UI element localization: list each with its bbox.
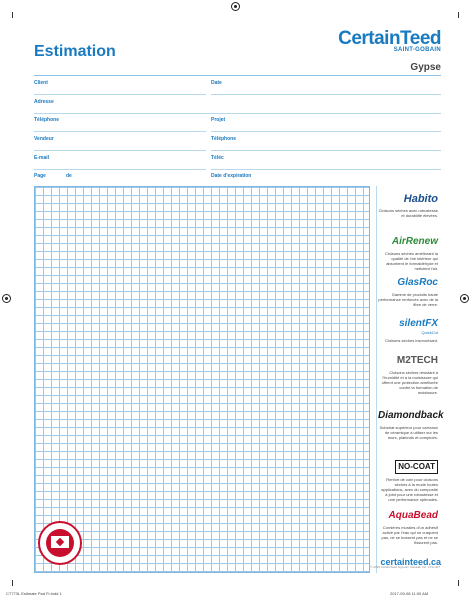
- product-glasroc: GlasRoc Gamme de produits haute performa…: [378, 277, 438, 307]
- product-diamondback: Diamondback Substrat supérieur pour carr…: [378, 410, 444, 440]
- crop-mark: [12, 12, 13, 18]
- client-label: Client: [34, 80, 48, 86]
- diamondback-logo: Diamondback: [378, 410, 444, 421]
- expiration-label: Date d'expiration: [211, 173, 252, 179]
- glasroc-description: Gamme de produits haute performance renf…: [378, 292, 438, 307]
- silentfx-logo: silentFX: [399, 318, 438, 329]
- m2tech-logo: M2TECH: [396, 355, 438, 366]
- vendeur-label: Vendeur: [34, 136, 54, 142]
- adresse-label: Adresse: [34, 99, 54, 105]
- telephone2-line[interactable]: [211, 150, 441, 151]
- email-line[interactable]: [34, 169, 206, 170]
- telec-line[interactable]: [211, 169, 441, 170]
- product-m2tech: M2TECH Cloisons sèches résistant à l'hum…: [378, 355, 438, 395]
- sidebar-divider: [376, 186, 377, 573]
- product-nocoat: NO-COAT Renfort de coin pour cloisons sè…: [378, 456, 438, 502]
- estimation-grid[interactable]: [34, 186, 370, 573]
- print-slug-left: CT773L Estimate Pad Fr.indd 1: [6, 591, 62, 596]
- brand-name: CertainTeed: [338, 28, 441, 49]
- website-link[interactable]: certainteed.ca: [380, 557, 441, 567]
- adresse-line[interactable]: [34, 113, 441, 114]
- product-airrenew: AirRenew Cloisons sèches améliorant la q…: [378, 236, 438, 271]
- crop-mark: [458, 580, 459, 586]
- nocoat-logo: NO-COAT: [395, 460, 438, 474]
- aquabead-description: Cornières murales d'un adhésif activé pa…: [381, 525, 438, 545]
- nocoat-description: Renfort de coin pour cloisons sèches à l…: [381, 477, 438, 502]
- crop-mark: [12, 580, 13, 586]
- product-silentfx: silentFX QuickCut Cloisons sèches insono…: [378, 318, 438, 343]
- date-label: Date: [211, 80, 222, 86]
- silentfx-quickcut: QuickCut: [421, 330, 438, 335]
- copyright-footnote: © 2016 CertainTeed Gypsum Canada, Inc. C…: [370, 565, 440, 569]
- telephone-line[interactable]: [34, 131, 206, 132]
- projet-label: Projet: [211, 117, 226, 123]
- habito-logo: Habito: [403, 193, 438, 205]
- de-label: de: [66, 173, 72, 179]
- m2tech-description: Cloisons sèches résistant à l'humidité e…: [381, 370, 438, 395]
- date-line[interactable]: [211, 94, 441, 95]
- airrenew-logo: AirRenew: [391, 236, 438, 247]
- header-divider: [34, 75, 441, 76]
- canada-seal-badge: [38, 521, 82, 565]
- client-line[interactable]: [34, 94, 206, 95]
- product-habito: Habito Cloisons sèches avec robustesse e…: [378, 193, 438, 218]
- aquabead-logo: AquaBead: [388, 510, 438, 521]
- crop-mark: [458, 12, 459, 18]
- certainteed-logo: CertainTeed SAINT-GOBAIN: [333, 28, 441, 54]
- habito-description: Cloisons sèches avec robustesse et durab…: [378, 208, 438, 218]
- telec-label: Téléc: [211, 155, 224, 161]
- diamondback-description: Substrat supérieur pour carreaux de céra…: [379, 425, 438, 440]
- product-aquabead: AquaBead Cornières murales d'un adhésif …: [378, 510, 438, 545]
- glasroc-logo: GlasRoc: [397, 277, 438, 288]
- page-label: Page: [34, 173, 46, 179]
- vendeur-line[interactable]: [34, 150, 206, 151]
- brand-subtitle: SAINT-GOBAIN: [393, 47, 441, 53]
- telephone-label: Téléphone: [34, 117, 60, 123]
- telephone2-label: Téléphone: [211, 136, 237, 142]
- product-line: Gypse: [410, 62, 441, 73]
- silentfx-description: Cloisons sèches insonorisant.: [385, 338, 438, 343]
- projet-line[interactable]: [211, 131, 441, 132]
- registration-mark-top: [231, 2, 240, 11]
- registration-mark-right: [460, 294, 469, 303]
- registration-mark-left: [2, 294, 11, 303]
- email-label: E-mail: [34, 155, 50, 161]
- maple-leaf-icon: [51, 536, 69, 548]
- print-slug-right: 2017-09-08 11:00 AM: [390, 591, 429, 596]
- page-title: Estimation: [34, 43, 116, 60]
- airrenew-description: Cloisons sèches améliorant la qualité de…: [384, 251, 438, 271]
